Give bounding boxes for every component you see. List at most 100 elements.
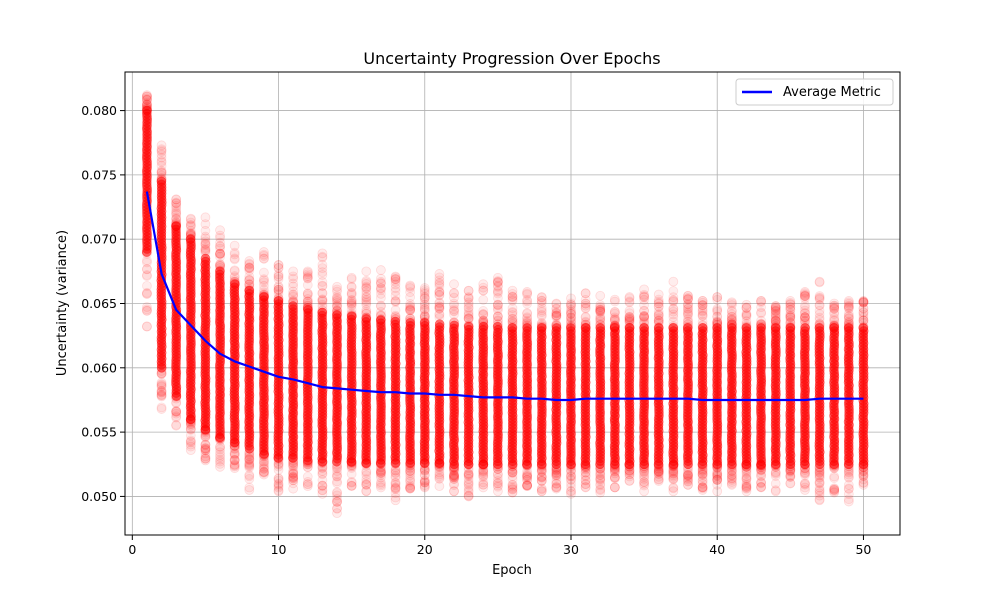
scatter-point <box>156 369 167 379</box>
scatter-point <box>712 292 723 302</box>
scatter-point <box>156 156 167 166</box>
x-tick-label: 50 <box>855 542 871 557</box>
scatter-point <box>375 314 386 325</box>
scatter-point <box>668 312 679 322</box>
scatter-point <box>200 246 211 256</box>
scatter-point <box>156 166 167 177</box>
scatter-point <box>185 439 196 450</box>
scatter-point <box>639 312 650 322</box>
scatter-point <box>785 311 796 322</box>
scatter-point <box>843 483 854 494</box>
scatter-point <box>317 475 328 485</box>
scatter-point <box>756 319 766 330</box>
scatter-point <box>156 152 167 163</box>
scatter-point <box>142 270 152 280</box>
scatter-point <box>712 471 723 482</box>
scatter-point <box>142 304 152 315</box>
scatter-point <box>273 458 284 469</box>
scatter-point <box>185 424 196 435</box>
scatter-point <box>244 485 255 495</box>
legend-label: Average Metric <box>783 85 881 100</box>
scatter-point <box>185 419 196 430</box>
scatter-point <box>215 261 225 272</box>
scatter-point <box>142 280 152 291</box>
scatter-point <box>814 465 825 476</box>
scatter-point <box>185 417 196 428</box>
scatter-point <box>302 294 313 304</box>
scatter-point <box>829 298 840 309</box>
scatter-point <box>156 167 167 178</box>
scatter-point <box>171 194 182 205</box>
scatter-point <box>200 245 211 256</box>
scatter-point <box>185 441 196 452</box>
scatter-point <box>609 294 620 305</box>
scatter-point <box>229 240 240 251</box>
scatter-point <box>185 230 196 241</box>
scatter-point <box>215 452 225 462</box>
scatter-point <box>785 296 796 306</box>
scatter-point <box>142 91 152 102</box>
scatter-point <box>536 322 547 333</box>
scatter-point <box>551 321 562 332</box>
scatter-point <box>171 205 182 216</box>
scatter-point <box>229 463 240 474</box>
scatter-point <box>492 469 503 480</box>
scatter-point <box>405 313 416 324</box>
scatter-point <box>156 377 167 388</box>
scatter-point <box>375 265 386 275</box>
scatter-point <box>171 391 182 402</box>
scatter-point <box>609 315 620 325</box>
scatter-point <box>858 296 869 306</box>
scatter-point <box>756 459 766 470</box>
scatter-point <box>215 432 225 443</box>
scatter-point <box>215 261 225 271</box>
scatter-point <box>361 283 372 294</box>
scatter-point <box>156 363 167 373</box>
scatter-point <box>756 296 766 306</box>
scatter-point <box>200 427 211 438</box>
scatter-point <box>332 463 342 474</box>
scatter-point <box>668 323 679 333</box>
scatter-point <box>259 449 269 460</box>
scatter-point <box>375 470 386 481</box>
scatter-point <box>361 266 372 277</box>
scatter-point <box>800 467 810 478</box>
scatter-point <box>317 277 328 287</box>
scatter-point <box>653 313 664 324</box>
scatter-point <box>595 301 606 312</box>
scatter-point <box>507 467 518 478</box>
scatter-point <box>580 300 591 311</box>
scatter-point <box>449 318 459 328</box>
scatter-point <box>142 102 152 112</box>
scatter-point <box>829 462 840 473</box>
scatter-point <box>332 301 342 312</box>
scatter-point <box>288 483 299 494</box>
scatter-point <box>171 408 182 419</box>
scatter-point <box>215 260 225 271</box>
scatter-point <box>185 225 196 236</box>
scatter-point <box>288 468 299 479</box>
scatter-point <box>171 406 182 417</box>
scatter-point <box>171 198 182 209</box>
scatter-point <box>142 247 152 257</box>
scatter-point <box>171 202 182 213</box>
scatter-point <box>171 209 182 220</box>
scatter-point <box>156 363 167 373</box>
scatter-point <box>346 304 357 315</box>
scatter-point <box>390 495 401 506</box>
scatter-point <box>478 294 489 305</box>
scatter-point <box>829 473 840 483</box>
scatter-point <box>259 277 269 288</box>
scatter-point <box>185 430 196 441</box>
scatter-point <box>171 397 182 408</box>
scatter-point <box>741 478 752 488</box>
scatter-point <box>390 465 401 476</box>
scatter-point <box>215 230 225 241</box>
scatter-point <box>507 487 518 498</box>
scatter-point <box>419 482 430 493</box>
scatter-point <box>551 298 562 309</box>
scatter-point <box>507 303 518 314</box>
scatter-point <box>566 293 576 304</box>
scatter-point <box>215 433 225 444</box>
scatter-point <box>814 314 825 325</box>
